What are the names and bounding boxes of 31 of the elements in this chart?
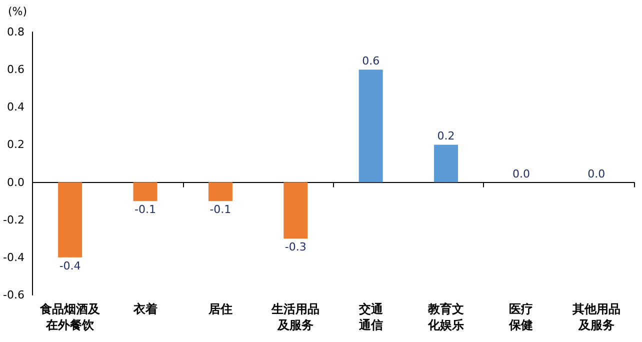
data-label: -0.3 bbox=[284, 240, 306, 254]
x-tick-label: 医疗保健 bbox=[508, 302, 534, 332]
data-label: 0.0 bbox=[588, 167, 606, 180]
bar bbox=[208, 182, 232, 202]
data-label: -0.1 bbox=[134, 203, 156, 216]
y-tick-label: 0.8 bbox=[6, 26, 24, 38]
y-tick-label: -0.6 bbox=[2, 288, 24, 302]
y-tick-label: -0.2 bbox=[2, 213, 24, 226]
y-tick-label: 0.6 bbox=[6, 63, 24, 76]
data-label: 0.0 bbox=[512, 167, 530, 180]
x-tick-label: 交通通信 bbox=[358, 302, 384, 332]
y-tick-label: 0.0 bbox=[6, 176, 24, 189]
y-tick-label: -0.4 bbox=[2, 250, 24, 264]
x-tick-label: 生活用品及服务 bbox=[270, 302, 320, 332]
x-tick-label: 教育文化娱乐 bbox=[427, 302, 464, 332]
bar bbox=[58, 182, 82, 258]
bar bbox=[284, 182, 308, 239]
data-label: 0.2 bbox=[437, 130, 455, 143]
y-tick-label: 0.2 bbox=[6, 138, 24, 152]
y-axis-title: (%) bbox=[8, 5, 28, 18]
data-label: -0.1 bbox=[210, 203, 232, 216]
data-label: 0.6 bbox=[362, 54, 380, 68]
y-tick-label: 0.4 bbox=[6, 100, 24, 114]
x-tick-label: 食品烟酒及在外餐饮 bbox=[39, 302, 102, 332]
bar bbox=[434, 144, 458, 182]
bar bbox=[133, 182, 158, 202]
x-tick-label: 衣着 bbox=[132, 302, 158, 316]
bar bbox=[358, 70, 383, 182]
x-tick-label: 居住 bbox=[207, 302, 232, 316]
x-tick-label: 其他用品及服务 bbox=[571, 302, 620, 332]
data-label: -0.4 bbox=[59, 259, 81, 272]
